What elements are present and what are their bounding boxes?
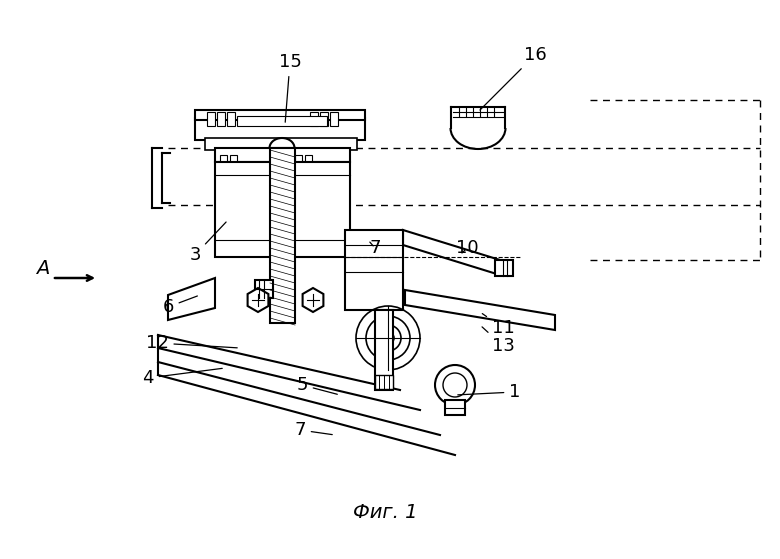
Text: 4: 4 [142, 368, 222, 387]
Circle shape [386, 336, 390, 340]
Bar [220, 163, 227, 170]
Bar [495, 260, 513, 276]
Text: 16: 16 [480, 46, 546, 110]
Bar [445, 400, 465, 415]
Text: 15: 15 [278, 53, 301, 122]
Text: 12: 12 [146, 334, 237, 352]
Bar [305, 155, 312, 162]
Bar [255, 280, 273, 298]
Text: 7: 7 [294, 421, 332, 439]
Bar [295, 155, 302, 162]
Text: 10: 10 [456, 239, 478, 257]
Polygon shape [405, 290, 555, 330]
Text: 13: 13 [482, 327, 515, 355]
Bar [207, 112, 215, 126]
Bar [230, 155, 237, 162]
Polygon shape [168, 278, 215, 320]
Bar [230, 163, 237, 170]
Bar [227, 112, 235, 126]
Text: 5: 5 [296, 376, 337, 394]
Text: 3: 3 [190, 222, 226, 264]
Bar [345, 230, 403, 310]
Bar [375, 375, 393, 389]
Polygon shape [403, 230, 500, 275]
Text: А: А [37, 258, 50, 277]
Bar [215, 148, 350, 162]
Polygon shape [303, 288, 324, 312]
Text: 11: 11 [482, 314, 514, 337]
Bar [375, 310, 393, 390]
Bar [195, 110, 365, 120]
Text: 6: 6 [162, 296, 197, 316]
Bar [215, 162, 350, 257]
Text: 1: 1 [458, 383, 521, 401]
Polygon shape [247, 288, 268, 312]
Bar [295, 163, 302, 170]
Text: 7: 7 [369, 239, 381, 257]
Bar [320, 112, 328, 126]
Bar [270, 148, 295, 323]
Bar [305, 163, 312, 170]
Bar [195, 118, 365, 140]
Bar [310, 112, 318, 126]
Bar [220, 155, 227, 162]
Text: Фиг. 1: Фиг. 1 [353, 503, 417, 522]
Bar [205, 138, 357, 150]
Bar [237, 116, 327, 126]
Bar [330, 112, 338, 126]
Bar [217, 112, 225, 126]
